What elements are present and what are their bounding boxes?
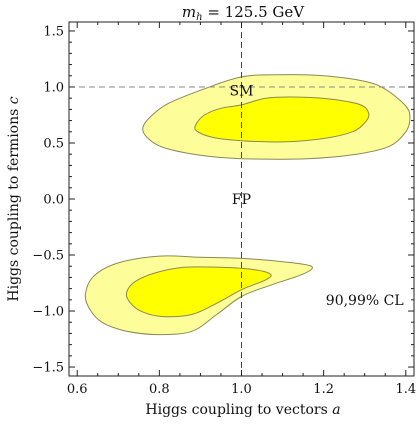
reference-lines (69, 22, 414, 376)
y-tick-label: 1.5 (43, 24, 64, 39)
x-axis-label-var: a (332, 402, 340, 418)
x-axis-ticks: 0.6 0.8 1.0 1.2 1.4 (67, 22, 416, 397)
y-tick-label: −1.5 (32, 361, 64, 376)
x-tick-label: 0.8 (149, 382, 170, 397)
contour-90cl-negative-c (125, 266, 272, 318)
x-tick-label: 1.0 (231, 382, 252, 397)
y-axis-ticks: −1.5 −1.0 −0.5 0.0 0.5 1.0 1.5 (32, 24, 414, 376)
annotation-fp: FP (232, 192, 251, 208)
y-tick-label: −1.0 (32, 305, 64, 320)
chart-title-var: m (182, 3, 196, 21)
chart-title: mh = 125.5 GeV (182, 3, 305, 23)
x-axis-label-text: Higgs coupling to vectors (145, 402, 332, 418)
y-axis-label: Higgs coupling to fermions c (6, 96, 22, 301)
x-axis-label: Higgs coupling to vectors a (145, 402, 340, 418)
y-tick-label: 1.0 (43, 80, 64, 95)
x-tick-label: 1.4 (395, 382, 416, 397)
x-tick-label: 0.6 (67, 382, 88, 397)
x-tick-label: 1.2 (313, 382, 334, 397)
confidence-regions (84, 74, 411, 336)
y-axis-label-text: Higgs coupling to fermions (6, 104, 22, 301)
chart-title-subscript: h (196, 12, 202, 23)
y-tick-label: −0.5 (32, 249, 64, 264)
chart-title-rest: = 125.5 GeV (203, 3, 306, 21)
y-tick-label: 0.0 (43, 193, 64, 208)
annotations: SM FP 90,99% CL (230, 83, 404, 308)
y-axis-label-var: c (6, 96, 22, 104)
y-tick-label: 0.5 (43, 136, 64, 151)
annotation-cl: 90,99% CL (326, 293, 404, 309)
contour-90cl-positive-c (194, 96, 370, 143)
annotation-sm: SM (230, 83, 254, 99)
